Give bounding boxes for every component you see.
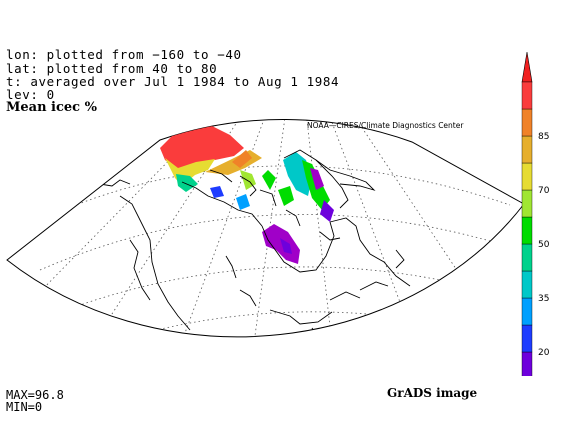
grads-image-label: GrADS image <box>387 386 478 400</box>
max-value: MAX=96.8 <box>6 388 64 402</box>
plot-title: Mean icec % <box>6 100 97 115</box>
colorbar-segment <box>521 189 533 218</box>
colorbar: 52035507085 <box>521 51 550 376</box>
map-domain-outline <box>6 119 525 338</box>
colorbar-segment <box>521 216 533 245</box>
sea-ice-field <box>160 119 334 264</box>
colorbar-segment <box>521 270 533 299</box>
colorbar-label: 70 <box>538 186 550 196</box>
colorbar-segment <box>521 324 533 353</box>
colorbar-open-end <box>521 51 533 83</box>
coastlines <box>84 149 411 337</box>
colorbar-segment <box>521 162 533 191</box>
min-value: MIN=0 <box>6 400 43 414</box>
graticule <box>31 119 521 337</box>
colorbar-segment <box>521 351 533 376</box>
colorbar-segment <box>521 297 533 326</box>
colorbar-label: 85 <box>538 132 549 142</box>
colorbar-label: 50 <box>538 240 550 250</box>
colorbar-segment <box>521 135 533 164</box>
colorbar-label: 35 <box>538 294 549 304</box>
colorbar-segment <box>521 81 533 110</box>
lat-range-line: lat: plotted from 40 to 80 <box>6 61 218 76</box>
lon-range-line: lon: plotted from −160 to −40 <box>6 47 242 62</box>
colorbar-segment <box>521 108 533 137</box>
level-line: lev: 0 <box>6 87 55 102</box>
time-average-line: t: averaged over Jul 1 1984 to Aug 1 198… <box>6 74 340 89</box>
colorbar-label: 20 <box>538 348 550 358</box>
colorbar-segment <box>521 243 533 272</box>
